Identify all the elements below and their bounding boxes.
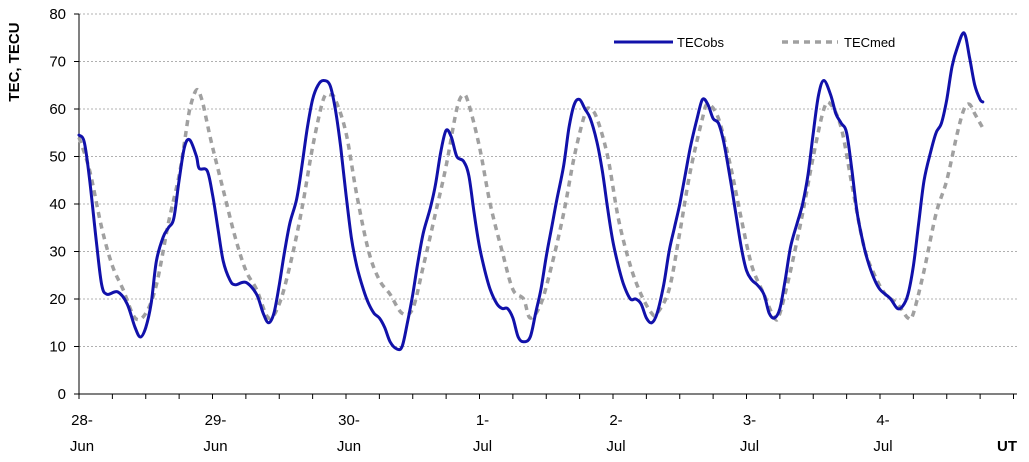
x-tick-label-day: 30-	[338, 412, 360, 429]
y-tick-label: 60	[49, 101, 66, 118]
y-tick-label: 10	[49, 339, 66, 356]
x-tick-label-month: Jul	[873, 438, 892, 455]
legend: TECobs TECmed	[614, 35, 895, 50]
x-tick-label-month: Jul	[606, 438, 625, 455]
series-line-tecmed	[77, 87, 985, 322]
x-tick-label-day: 29-	[205, 412, 227, 429]
x-tick-label-day: 3-	[743, 412, 756, 429]
y-tick-label: 20	[49, 291, 66, 308]
legend-label-tecmed: TECmed	[844, 35, 895, 50]
series-line-tecobs	[77, 31, 985, 352]
y-tick-label: 40	[49, 196, 66, 213]
series-lines	[77, 31, 985, 352]
x-axis-label: UT	[997, 438, 1017, 455]
y-tick-label: 50	[49, 149, 66, 166]
axes: 0 10 20 30 40 50 60 70 80 28- Jun 29- Jun 30- Jun 1- Jul…	[49, 6, 1017, 455]
y-tick-label: 0	[58, 386, 66, 403]
grid-lines	[79, 13, 1017, 347]
x-tick-label-month: Jun	[203, 438, 227, 455]
x-tick-label-month: Jul	[740, 438, 759, 455]
x-tick-label-day: 4-	[876, 412, 889, 429]
y-tick-label: 80	[49, 6, 66, 23]
x-tick-label-day: 28-	[71, 412, 93, 429]
y-axis-label: TEC, TECU	[6, 22, 23, 101]
legend-label-tecobs: TECobs	[677, 35, 724, 50]
x-tick-label-day: 1-	[476, 412, 489, 429]
y-tick-label: 30	[49, 244, 66, 261]
x-tick-label-month: Jun	[70, 438, 94, 455]
x-tick-label-month: Jun	[337, 438, 361, 455]
y-tick-label: 70	[49, 54, 66, 71]
x-tick-label-month: Jul	[473, 438, 492, 455]
x-tick-label-day: 2-	[609, 412, 622, 429]
